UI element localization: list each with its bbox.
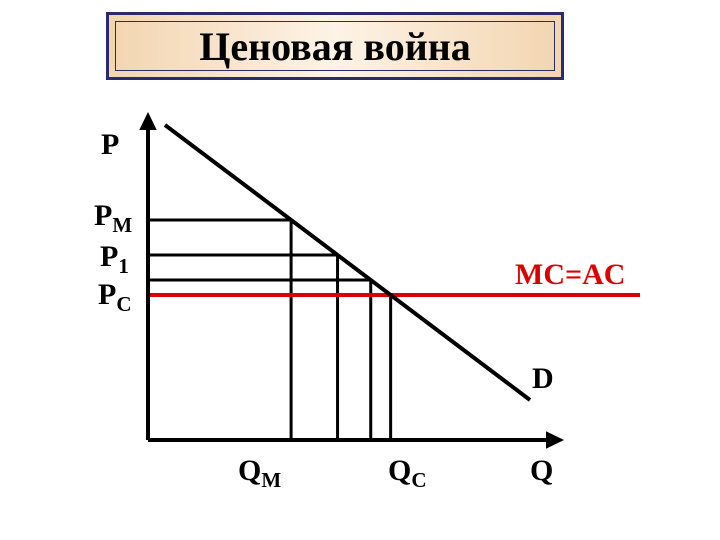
curve-label-d: D xyxy=(532,362,554,396)
price-label-pc: PС xyxy=(98,278,132,317)
quantity-label-qm: QМ xyxy=(238,454,281,493)
price-label-p1: P1 xyxy=(100,240,129,279)
curve-label-mcac: MC=AC xyxy=(515,258,625,292)
axis-label-q: Q xyxy=(530,454,553,488)
axis-label-p: P xyxy=(101,128,119,162)
price-label-pm: PМ xyxy=(94,199,132,238)
quantity-label-qc: QС xyxy=(388,454,427,493)
